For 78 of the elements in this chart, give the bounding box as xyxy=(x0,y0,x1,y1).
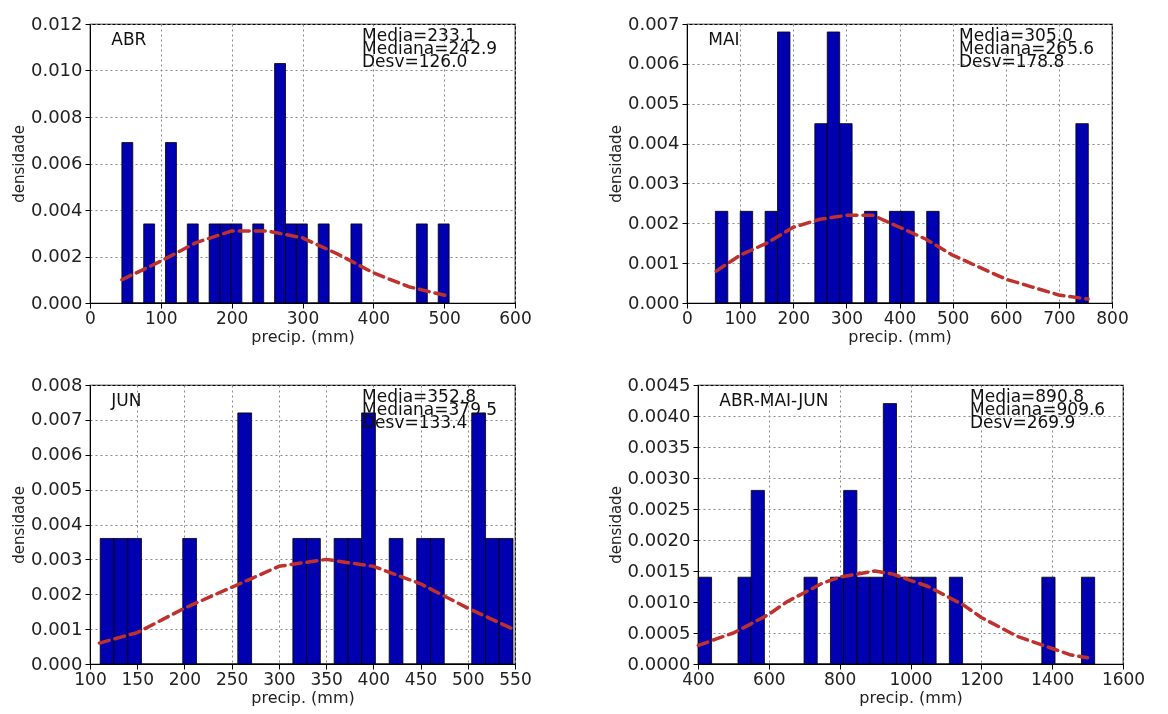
y-axis-title: densidade xyxy=(9,125,28,203)
x-tick-label: 150 xyxy=(121,668,154,689)
y-tick-label: 0.004 xyxy=(627,132,680,154)
y-tick-label: 0.010 xyxy=(30,59,83,80)
x-tick-label: 1200 xyxy=(960,668,1004,689)
y-tick-label: 0.001 xyxy=(30,617,83,639)
y-tick-label: 0.002 xyxy=(30,582,83,604)
x-tick-label: 400 xyxy=(883,307,917,328)
x-tick-label: 1600 xyxy=(1101,668,1146,689)
x-axis-title: precip. (mm) xyxy=(251,326,355,346)
x-tick-label: 600 xyxy=(753,668,786,689)
y-axis-title: densidade xyxy=(606,125,625,203)
x-tick-label: 1000 xyxy=(889,668,933,689)
y-tick-label: 0.004 xyxy=(30,513,83,534)
y-axis-title: densidade xyxy=(606,486,625,564)
y-tick-label: 0.012 xyxy=(30,12,83,34)
y-tick-label: 0.005 xyxy=(627,92,680,114)
x-tick-label: 550 xyxy=(499,668,532,689)
x-tick-label: 350 xyxy=(310,668,343,689)
x-axis-title: precip. (mm) xyxy=(848,326,952,346)
x-tick-label: 450 xyxy=(404,668,438,689)
x-tick-label: 400 xyxy=(357,668,391,689)
y-tick-label: 0.0040 xyxy=(627,404,691,426)
y-tick-label: 0.0010 xyxy=(627,590,691,612)
x-tick-label: 200 xyxy=(777,307,810,328)
y-tick-label: 0.003 xyxy=(30,547,83,569)
x-tick-label: 300 xyxy=(263,668,296,689)
x-tick-label: 300 xyxy=(286,307,320,328)
y-tick-label: 0.000 xyxy=(30,291,83,313)
y-tick-label: 0.0025 xyxy=(627,497,691,519)
y-tick-label: 0.002 xyxy=(627,211,680,233)
x-tick-label: 600 xyxy=(990,307,1023,328)
y-tick-label: 0.0045 xyxy=(627,373,691,395)
line-series xyxy=(97,557,515,645)
y-tick-label: 0.008 xyxy=(30,373,83,395)
y-tick-label: 0.006 xyxy=(30,152,83,173)
y-tick-label: 0.007 xyxy=(627,12,680,34)
x-tick-label: 400 xyxy=(357,307,391,328)
x-axis-title: precip. (mm) xyxy=(251,687,355,707)
y-tick-label: 0.007 xyxy=(30,408,83,430)
x-axis-title: precip. (mm) xyxy=(859,687,963,707)
x-tick-label: 800 xyxy=(1096,307,1129,328)
y-tick-label: 0.0030 xyxy=(627,466,691,488)
x-tick-label: 0 xyxy=(85,307,96,328)
annotation: JUN xyxy=(110,390,142,410)
y-tick-label: 0.002 xyxy=(30,245,83,266)
annotation: ABR-MAI-JUN xyxy=(719,390,829,410)
y-tick-label: 0.001 xyxy=(627,251,680,273)
x-tick-label: 700 xyxy=(1043,307,1076,328)
line-series xyxy=(696,569,1090,660)
x-tick-label: 500 xyxy=(936,307,970,328)
annotation: MAI xyxy=(708,29,740,49)
x-tick-label: 500 xyxy=(452,668,485,689)
x-tick-label: 600 xyxy=(499,307,532,328)
y-tick-label: 0.003 xyxy=(627,171,680,193)
annotation: ABR xyxy=(111,29,147,49)
x-tick-label: 100 xyxy=(724,307,757,328)
x-tick-label: 300 xyxy=(830,307,864,328)
line-series xyxy=(714,213,1090,301)
x-tick-label: 0 xyxy=(682,307,693,328)
x-tick-label: 200 xyxy=(168,668,202,689)
y-tick-label: 0.008 xyxy=(30,105,83,127)
y-tick-label: 0.004 xyxy=(30,198,83,220)
x-tick-label: 800 xyxy=(823,668,857,689)
x-tick-label: 500 xyxy=(428,307,461,328)
x-tick-label: 1400 xyxy=(1031,668,1075,689)
y-tick-label: 0.000 xyxy=(627,291,680,313)
y-tick-label: 0.006 xyxy=(30,443,83,465)
x-tick-label: 250 xyxy=(215,668,249,689)
x-tick-label: 100 xyxy=(145,307,178,328)
y-tick-label: 0.005 xyxy=(30,478,83,500)
y-tick-label: 0.006 xyxy=(627,52,680,74)
y-tick-label: 0.0015 xyxy=(627,559,691,581)
x-tick-label: 200 xyxy=(215,307,249,328)
y-tick-label: 0.0005 xyxy=(627,621,691,643)
y-axis-title: densidade xyxy=(9,486,28,564)
y-tick-label: 0.0020 xyxy=(627,528,691,550)
y-tick-label: 0.0035 xyxy=(627,435,691,457)
